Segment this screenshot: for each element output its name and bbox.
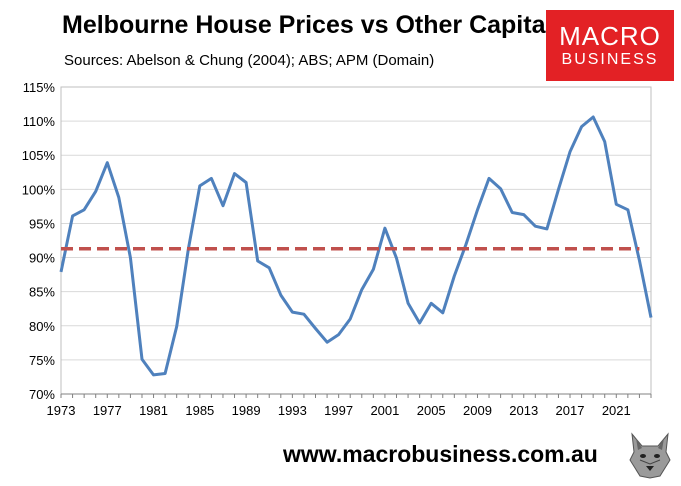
wolf-mascot-icon	[626, 430, 674, 480]
x-tick-label: 2013	[509, 403, 538, 418]
series-line	[59, 115, 653, 377]
x-tick-label: 1977	[93, 403, 122, 418]
chart-title: Melbourne House Prices vs Other Capitals	[62, 11, 567, 39]
y-tick-label: 70%	[29, 387, 55, 402]
x-tick-label: 2021	[602, 403, 631, 418]
y-tick-label: 75%	[29, 353, 55, 368]
x-tick-label: 1973	[47, 403, 76, 418]
series-group	[59, 115, 653, 377]
y-tick-label: 110%	[23, 114, 56, 129]
y-tick-label: 115%	[23, 80, 56, 95]
logo-line-2: BUSINESS	[561, 50, 659, 68]
y-tick-label: 105%	[22, 148, 56, 163]
axes	[60, 86, 652, 398]
chart-subtitle: Sources: Abelson & Chung (2004); ABS; AP…	[64, 52, 435, 69]
x-tick-label: 1981	[139, 403, 168, 418]
x-tick-label: 1989	[232, 403, 261, 418]
macro-business-logo[interactable]: MACRO BUSINESS	[546, 10, 674, 81]
gridlines	[61, 86, 651, 361]
y-tick-label: 100%	[22, 182, 56, 197]
x-tick-label: 2001	[370, 403, 399, 418]
y-tick-label: 80%	[29, 319, 55, 334]
x-tick-label: 1985	[185, 403, 214, 418]
y-axis-tick-labels: 70% 75% 80% 85% 90% 95% 100% 105% 110% 115%	[22, 80, 56, 402]
x-tick-label: 1993	[278, 403, 307, 418]
x-axis-tick-labels: 1973 1977 1981 1985 1989 1993 1997 2001 2005 2009…	[47, 403, 631, 418]
y-tick-label: 90%	[29, 251, 55, 266]
x-tick-label: 2017	[556, 403, 585, 418]
x-tick-label: 2005	[417, 403, 446, 418]
plot-border	[60, 86, 652, 395]
x-tick-label: 1997	[324, 403, 353, 418]
x-tick-label: 2009	[463, 403, 492, 418]
y-tick-label: 85%	[29, 285, 55, 300]
y-tick-label: 95%	[29, 216, 55, 231]
logo-line-1: MACRO	[559, 20, 661, 51]
website-url[interactable]: www.macrobusiness.com.au	[283, 441, 598, 467]
